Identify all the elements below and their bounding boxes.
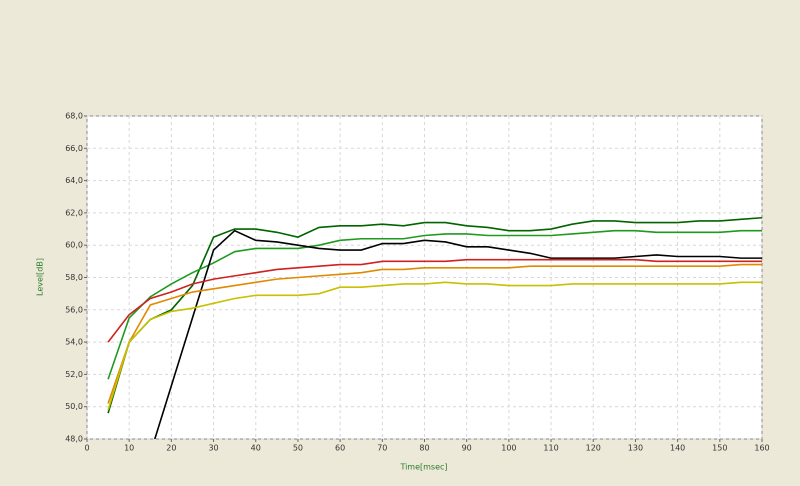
x-tick-label: 140	[670, 444, 685, 453]
series-line	[153, 229, 762, 439]
y-axis-label: Level[dB]	[36, 258, 45, 296]
series-line	[107, 281, 762, 411]
y-tick-label: 48,0	[65, 435, 83, 444]
y-tick-label: 58,0	[65, 273, 83, 282]
x-tick-label: 100	[501, 444, 516, 453]
x-tick-label: 160	[754, 444, 769, 453]
x-tick-label: 120	[586, 444, 601, 453]
lines	[107, 216, 762, 439]
x-tick-label: 150	[712, 444, 727, 453]
series-line	[107, 258, 762, 343]
x-tick-label: 90	[462, 444, 472, 453]
grid	[86, 115, 763, 440]
y-tick-label: 66,0	[65, 144, 83, 153]
series-line	[107, 229, 762, 380]
x-tick-label: 80	[419, 444, 429, 453]
series-line	[107, 216, 762, 414]
x-tick-label: 0	[84, 444, 89, 453]
y-tick-label: 54,0	[65, 338, 83, 347]
y-tick-label: 62,0	[65, 208, 83, 217]
x-tick-label: 40	[251, 444, 261, 453]
x-tick-label: 110	[543, 444, 558, 453]
x-tick-label: 130	[628, 444, 643, 453]
x-tick-label: 30	[208, 444, 218, 453]
y-tick-label: 52,0	[65, 370, 83, 379]
y-tick-label: 68,0	[65, 112, 83, 121]
x-tick-label: 10	[124, 444, 134, 453]
y-tick-label: 64,0	[65, 176, 83, 185]
x-tick-label: 70	[377, 444, 387, 453]
y-tick-label: 60,0	[65, 241, 83, 250]
y-tick-label: 50,0	[65, 402, 83, 411]
x-tick-label: 20	[166, 444, 176, 453]
y-tick-label: 56,0	[65, 305, 83, 314]
x-axis-label: Time[msec]	[399, 463, 447, 472]
x-tick-label: 60	[335, 444, 345, 453]
series-line	[107, 263, 762, 404]
x-tick-label: 50	[293, 444, 303, 453]
